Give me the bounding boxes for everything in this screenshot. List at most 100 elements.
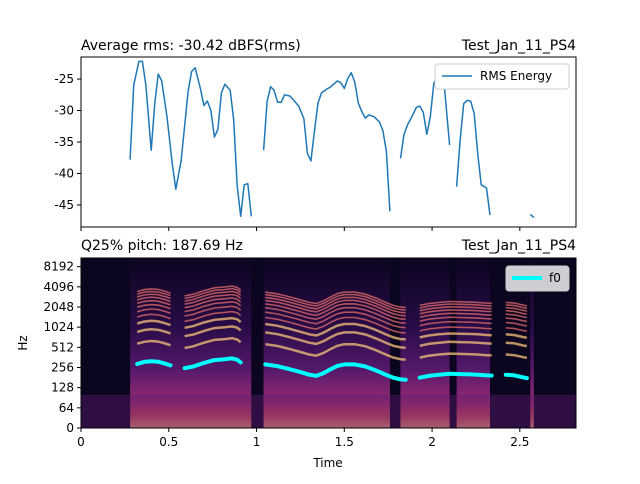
- spectrogram-harmonic: [419, 326, 492, 332]
- spectrogram-harmonic: [419, 332, 492, 339]
- spec-x-tick-label: 0: [77, 435, 85, 449]
- spectrogram-harmonic: [419, 316, 492, 322]
- spectrogram-harmonic: [265, 322, 406, 341]
- spectrogram-harmonic: [184, 285, 242, 297]
- spectrogram-harmonic: [136, 290, 171, 297]
- spectrogram-harmonic: [505, 304, 528, 310]
- spectrogram-harmonic: [136, 313, 171, 320]
- rms-panel: Average rms: -30.42 dBFS(rms) Test_Jan_1…: [54, 38, 577, 231]
- spectrogram-harmonic: [505, 327, 528, 332]
- spec-x-tick-label: 0.5: [159, 435, 178, 449]
- spectrogram-image: [81, 258, 576, 428]
- spectrogram-energy-band: [530, 258, 534, 428]
- spec-y-tick-label: 0: [66, 421, 74, 435]
- spectrogram-harmonic: [505, 306, 528, 312]
- spectrogram-harmonic: [419, 320, 492, 327]
- spec-title-left: Q25% pitch: 187.69 Hz: [81, 238, 243, 254]
- spec-x-label: Time: [312, 456, 342, 470]
- spectrogram-harmonic: [265, 316, 406, 334]
- spectrogram-harmonic: [419, 305, 492, 312]
- rms-line-segment: [129, 60, 253, 218]
- spec-x-tick-label: 2.5: [510, 435, 529, 449]
- spectrogram-harmonic: [419, 300, 492, 307]
- spectrogram-harmonic: [184, 287, 242, 300]
- spec-y-tick-label: 8192: [43, 260, 74, 274]
- rms-legend-box: [434, 63, 570, 90]
- spectrogram-panel: Q25% pitch: 187.69 Hz Test_Jan_11_PS4 0 6…: [16, 238, 577, 470]
- spectrogram-harmonic: [505, 313, 528, 319]
- spectrogram-harmonic: [184, 310, 242, 323]
- spec-y-label: Hz: [16, 335, 30, 350]
- spec-x-ticks: 0 0.5 1 1.5 2 2.5: [77, 428, 529, 449]
- rms-line-segment: [262, 71, 391, 212]
- spectrogram-harmonic: [136, 299, 171, 306]
- spec-y-tick-label: 4096: [43, 280, 74, 294]
- rms-x-ticks: [80, 227, 521, 231]
- rms-title-right: Test_Jan_11_PS4: [461, 38, 576, 54]
- spectrogram-harmonic: [184, 300, 242, 313]
- spec-y-tick-label: 2048: [43, 300, 74, 314]
- spectrogram-harmonic: [184, 305, 242, 317]
- f0-line-segment: [263, 362, 408, 382]
- spectrogram-harmonic: [505, 301, 528, 307]
- f0-line-segment: [417, 371, 494, 380]
- spec-x-tick-label: 2: [428, 435, 436, 449]
- rms-y-tick-label: -30: [54, 104, 74, 118]
- spectrogram-harmonic: [419, 340, 492, 348]
- spectrogram-harmonic: [136, 288, 171, 294]
- spectrogram-harmonic: [265, 299, 406, 317]
- spectrogram-harmonic: [136, 308, 171, 315]
- spectrogram-harmonic: [505, 353, 528, 360]
- spectrogram-harmonic: [265, 342, 406, 361]
- f0-line-segment: [182, 356, 243, 371]
- rms-line-segment: [529, 213, 535, 219]
- spectrogram-harmonic: [419, 309, 492, 315]
- spec-legend: f0: [505, 265, 570, 292]
- spec-y-tick-label: 64: [59, 401, 74, 415]
- spectrogram-harmonic: [184, 316, 242, 330]
- spectrogram-harmonic: [136, 327, 171, 335]
- spec-legend-label: f0: [549, 271, 561, 285]
- spectrogram-harmonic: [136, 293, 171, 300]
- spectrogram-harmonic: [265, 291, 406, 309]
- spec-plot-frame: [80, 257, 577, 429]
- spectrogram-harmonic: [505, 321, 528, 327]
- spectrogram-harmonic: [419, 312, 492, 318]
- rms-legend: RMS Energy: [434, 63, 570, 90]
- rms-legend-label: RMS Energy: [480, 69, 552, 83]
- spectrogram-harmonic: [136, 296, 171, 303]
- spec-y-tick-label: 1024: [43, 320, 74, 334]
- rms-y-tick-label: -25: [54, 72, 74, 86]
- spectrogram-harmonic: [265, 293, 406, 311]
- spectrogram-harmonic: [419, 303, 492, 309]
- spectrogram-harmonic: [505, 333, 528, 339]
- rms-y-ticks: -25 -30 -35 -40 -45: [54, 72, 81, 212]
- spectrogram-harmonic: [505, 341, 528, 348]
- f0-line-segment: [503, 372, 529, 381]
- spectrogram-harmonic: [505, 317, 528, 323]
- spectrogram-harmonic: [505, 309, 528, 315]
- rms-plot-frame: [80, 56, 577, 228]
- spectrogram-harmonic: [136, 339, 171, 347]
- spec-y-ticks: 0 64 128 256 512 1024 2048 4096 8192: [43, 260, 81, 435]
- rms-line-segment: [455, 99, 491, 216]
- rms-y-tick-label: -45: [54, 198, 74, 212]
- spectrogram-harmonic: [184, 325, 242, 338]
- spec-x-tick-label: 1: [253, 435, 261, 449]
- spec-y-tick-label: 128: [51, 381, 74, 395]
- rms-y-tick-label: -40: [54, 166, 74, 180]
- spectrogram-harmonic: [184, 293, 242, 305]
- spectrogram-harmonic: [184, 336, 242, 350]
- spectrogram-harmonic: [184, 290, 242, 302]
- rms-title-left: Average rms: -30.42 dBFS(rms): [81, 38, 301, 54]
- spectrogram-harmonic: [265, 303, 406, 320]
- spectrogram-harmonic: [265, 306, 406, 324]
- spectrogram-harmonic: [136, 303, 171, 310]
- spec-x-tick-label: 1.5: [335, 435, 354, 449]
- spec-y-tick-label: 256: [51, 360, 74, 374]
- rms-y-tick-label: -35: [54, 135, 74, 149]
- spectrogram-noise-floor: [81, 394, 576, 428]
- spectrogram-harmonic: [265, 296, 406, 314]
- spec-y-tick-label: 512: [51, 340, 74, 354]
